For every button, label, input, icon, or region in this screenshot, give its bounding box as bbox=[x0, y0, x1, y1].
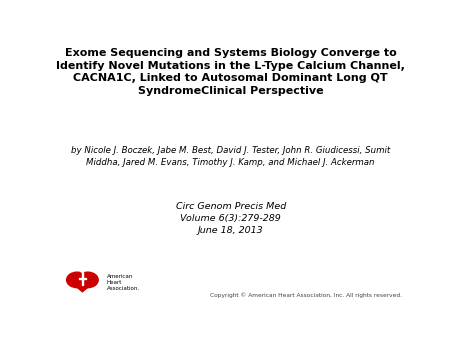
Circle shape bbox=[77, 272, 98, 288]
Text: American
Heart
Association.: American Heart Association. bbox=[107, 274, 140, 291]
Polygon shape bbox=[71, 282, 94, 292]
FancyBboxPatch shape bbox=[79, 278, 86, 279]
Circle shape bbox=[67, 272, 87, 288]
Text: Circ Genom Precis Med
Volume 6(3):279-289
June 18, 2013: Circ Genom Precis Med Volume 6(3):279-28… bbox=[176, 202, 286, 235]
Text: Copyright © American Heart Association, Inc. All rights reserved.: Copyright © American Heart Association, … bbox=[210, 293, 401, 298]
FancyBboxPatch shape bbox=[81, 272, 83, 285]
Text: Exome Sequencing and Systems Biology Converge to
Identify Novel Mutations in the: Exome Sequencing and Systems Biology Con… bbox=[56, 48, 405, 96]
Text: by Nicole J. Boczek, Jabe M. Best, David J. Tester, John R. Giudicessi, Sumit
Mi: by Nicole J. Boczek, Jabe M. Best, David… bbox=[71, 146, 390, 167]
Circle shape bbox=[81, 270, 84, 272]
